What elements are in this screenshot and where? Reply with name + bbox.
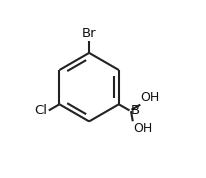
Text: OH: OH <box>133 122 152 135</box>
Text: B: B <box>130 104 139 117</box>
Text: Cl: Cl <box>35 104 48 117</box>
Text: OH: OH <box>141 91 160 104</box>
Text: Br: Br <box>82 27 96 40</box>
